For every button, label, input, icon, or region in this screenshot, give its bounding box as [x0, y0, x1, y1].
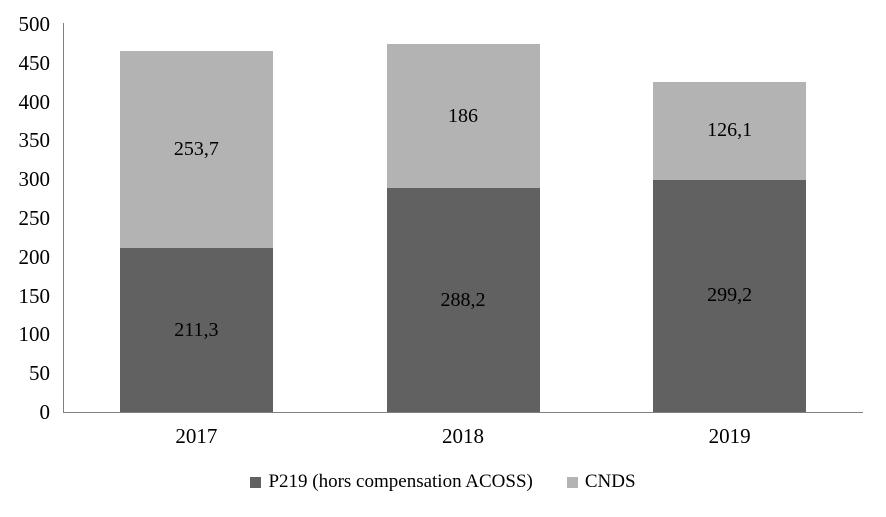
x-tick-label-2017: 2017	[175, 424, 218, 448]
y-tick-label-0: 0	[39, 400, 51, 424]
bar-segment-2019-series1: 126,1	[653, 81, 807, 180]
bar-value-label: 299,2	[707, 284, 753, 307]
legend-item-series0: P219 (hors compensation ACOSS)	[250, 471, 533, 493]
y-axis-line	[63, 23, 64, 413]
y-tick-label-100: 100	[18, 322, 51, 347]
bar-value-label: 288,2	[440, 288, 486, 311]
legend-item-series1: CNDS	[566, 471, 636, 493]
bar-segment-2018-series0: 288,2	[386, 188, 540, 412]
bar-segment-2017-series0: 211,3	[119, 248, 273, 412]
y-tick-label-500: 500	[18, 12, 51, 36]
y-tick-label-300: 300	[18, 167, 51, 192]
bar-segment-2018-series1: 186	[386, 44, 540, 189]
x-tick-label-2018: 2018	[442, 424, 484, 448]
legend-label: P219 (hors compensation ACOSS)	[268, 471, 533, 492]
bar-value-label: 253,7	[173, 138, 219, 161]
bar-segment-2017-series1: 253,7	[119, 51, 273, 249]
bar-value-label: 126,1	[707, 119, 753, 142]
y-tick-label-400: 400	[18, 89, 51, 114]
bar-segment-2019-series0: 299,2	[653, 179, 807, 412]
legend: P219 (hors compensation ACOSS) CNDS	[0, 471, 886, 493]
y-tick-label-350: 350	[18, 128, 51, 153]
y-tick-label-250: 250	[18, 206, 51, 230]
bar-value-label: 186	[448, 104, 478, 127]
bar-value-label: 211,3	[174, 318, 219, 341]
y-tick-label-450: 450	[18, 50, 51, 75]
y-tick-label-50: 50	[29, 361, 50, 386]
x-axis-line	[63, 412, 863, 413]
y-tick-label-200: 200	[18, 244, 51, 269]
y-tick-label-150: 150	[18, 283, 51, 308]
x-tick-label-2019: 2019	[708, 424, 751, 448]
legend-label: CNDS	[584, 471, 636, 492]
legend-swatch-icon	[250, 476, 262, 488]
legend-swatch-icon	[566, 476, 578, 488]
